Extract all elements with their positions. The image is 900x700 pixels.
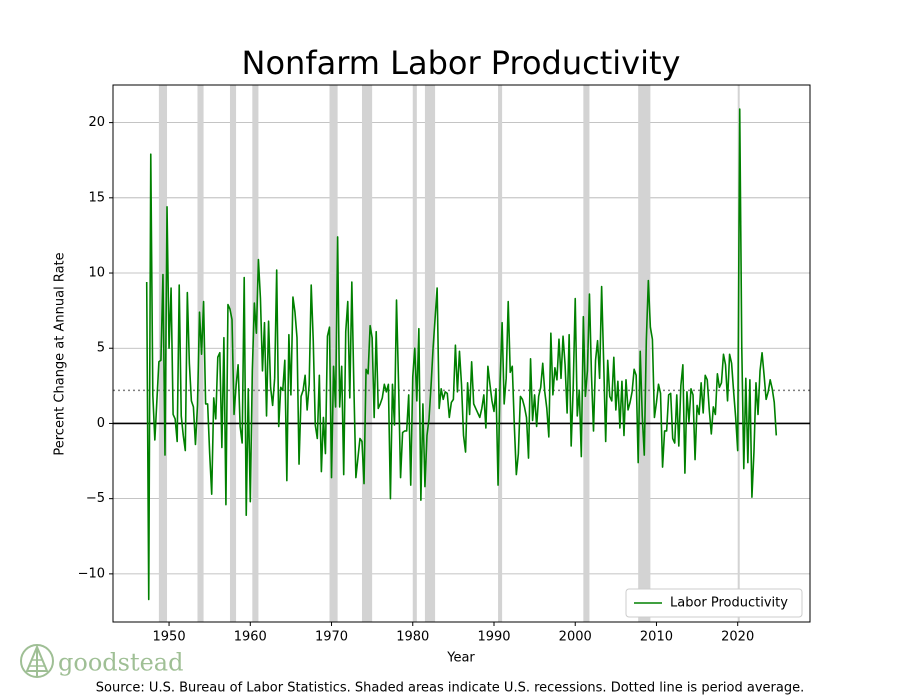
x-tick-label: 1960 <box>234 630 267 645</box>
recession-band <box>361 85 373 622</box>
recession-band <box>498 85 503 622</box>
data-line <box>145 108 778 601</box>
chart-title: Nonfarm Labor Productivity <box>242 44 681 82</box>
y-tick-label: 10 <box>88 266 105 281</box>
x-tick-label: 1950 <box>153 630 186 645</box>
recession-band <box>638 85 651 622</box>
recession-band <box>329 85 338 622</box>
y-tick-label: 20 <box>88 115 105 130</box>
x-tick-label: 2000 <box>559 630 592 645</box>
x-axis-label: Year <box>446 651 475 666</box>
y-tick-label: 15 <box>88 190 105 205</box>
x-tick-label: 1970 <box>315 630 348 645</box>
recession-band <box>424 85 436 622</box>
source-note: Source: U.S. Bureau of Labor Statistics.… <box>96 681 804 696</box>
legend-box <box>625 588 803 618</box>
recession-band <box>197 85 204 622</box>
x-tick-label: 1990 <box>477 630 510 645</box>
x-tick-label: 2010 <box>640 630 673 645</box>
y-tick-label: 5 <box>97 341 105 356</box>
recession-band <box>252 85 259 622</box>
recession-band <box>158 85 168 622</box>
y-axis-label: Percent Change at Annual Rate <box>53 252 68 455</box>
recession-band <box>583 85 590 622</box>
logo-text: goodstead <box>58 649 183 677</box>
y-tick-label: −5 <box>86 491 105 506</box>
plot-area <box>113 85 810 622</box>
x-tick-label: 2020 <box>721 630 754 645</box>
y-tick-label: −10 <box>78 566 105 581</box>
x-tick-label: 1980 <box>396 630 429 645</box>
legend-label: Labor Productivity <box>670 596 788 611</box>
y-tick-label: 0 <box>97 416 105 431</box>
logo-icon <box>20 644 54 678</box>
axes-frame <box>112 84 811 623</box>
